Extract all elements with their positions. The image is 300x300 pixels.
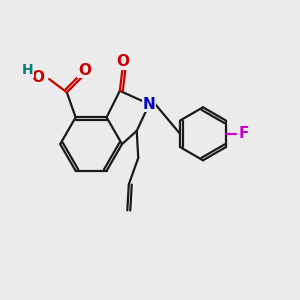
Text: O: O (32, 70, 44, 85)
Text: O: O (78, 63, 91, 78)
Text: N: N (143, 97, 156, 112)
Text: O: O (116, 54, 129, 69)
Text: H: H (22, 63, 34, 77)
Text: F: F (238, 126, 249, 141)
